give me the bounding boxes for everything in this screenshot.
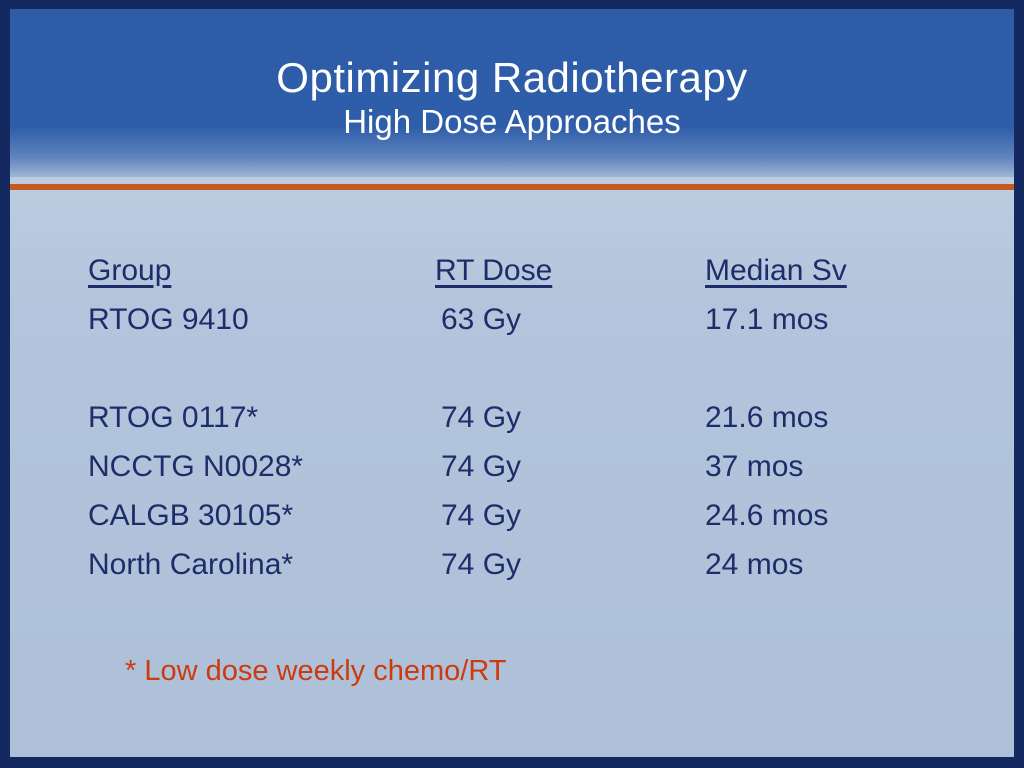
group-cell: North Carolina*: [88, 547, 294, 581]
footnote: * Low dose weekly chemo/RT: [125, 655, 507, 687]
column-header-median-sv: Median Sv: [705, 253, 847, 287]
median-sv-cell: 24 mos: [705, 547, 804, 581]
group-cell: NCCTG N0028*: [88, 449, 304, 483]
table-header-row: Group RT Dose Median Sv: [10, 246, 1014, 295]
table-row: North Carolina* 74 Gy 24 mos: [10, 540, 1014, 589]
rt-dose-cell: 74 Gy: [441, 449, 522, 483]
group-cell: RTOG 0117*: [88, 400, 259, 434]
rt-dose-cell: 63 Gy: [441, 302, 522, 336]
rt-dose-cell: 74 Gy: [441, 547, 522, 581]
median-sv-cell: 37 mos: [705, 449, 804, 483]
accent-divider: [10, 184, 1014, 190]
table-row: NCCTG N0028* 74 Gy 37 mos: [10, 442, 1014, 491]
table-spacer-row: [10, 344, 1014, 393]
rt-dose-cell: 74 Gy: [441, 498, 522, 532]
slide-subtitle: High Dose Approaches: [343, 103, 681, 141]
median-sv-cell: 21.6 mos: [705, 400, 829, 434]
table-row: RTOG 9410 63 Gy 17.1 mos: [10, 295, 1014, 344]
rt-dose-cell: 74 Gy: [441, 400, 522, 434]
median-sv-cell: 17.1 mos: [705, 302, 829, 336]
slide-body: Group RT Dose Median Sv RTOG 9410 63 Gy …: [10, 190, 1014, 757]
median-sv-cell: 24.6 mos: [705, 498, 829, 532]
slide: Optimizing Radiotherapy High Dose Approa…: [10, 9, 1014, 757]
slide-title: Optimizing Radiotherapy: [276, 54, 748, 102]
study-table: Group RT Dose Median Sv RTOG 9410 63 Gy …: [10, 246, 1014, 589]
group-cell: RTOG 9410: [88, 302, 249, 336]
table-row: RTOG 0117* 74 Gy 21.6 mos: [10, 393, 1014, 442]
column-header-rt-dose: RT Dose: [435, 253, 553, 287]
group-cell: CALGB 30105*: [88, 498, 294, 532]
column-header-group: Group: [88, 253, 172, 287]
slide-header: Optimizing Radiotherapy High Dose Approa…: [10, 9, 1014, 177]
table-row: CALGB 30105* 74 Gy 24.6 mos: [10, 491, 1014, 540]
